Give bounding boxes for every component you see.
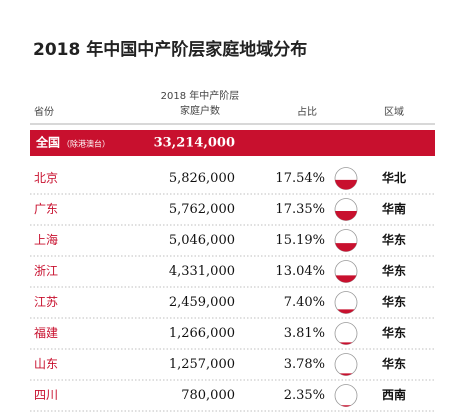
share: 17.35%	[275, 202, 325, 217]
total-band	[30, 130, 435, 156]
region: 华东	[382, 232, 406, 247]
province: 北京	[34, 171, 58, 185]
region: 华北	[382, 170, 406, 185]
households: 4,331,000	[169, 264, 235, 279]
households: 5,046,000	[169, 233, 235, 248]
province: 福建	[34, 325, 58, 340]
share-fill	[335, 243, 357, 252]
households: 1,266,000	[169, 326, 235, 341]
total-name: 全国	[35, 135, 60, 150]
share-fill	[335, 210, 357, 221]
share-circle	[334, 322, 358, 345]
share-fill	[337, 309, 355, 314]
province: 山东	[34, 357, 58, 371]
households: 780,000	[181, 388, 235, 403]
province: 江苏	[34, 295, 58, 309]
region: 西南	[382, 387, 406, 402]
total-households: 33,214,000	[154, 136, 235, 151]
region: 华东	[382, 263, 406, 278]
share-fill	[335, 275, 357, 283]
share-fill	[339, 373, 353, 376]
total-note: （除港澳台）	[62, 139, 110, 149]
region: 华东	[382, 356, 406, 371]
header-households: 2018 年中产阶层	[161, 89, 240, 102]
households: 5,762,000	[169, 202, 235, 217]
share: 15.19%	[275, 233, 325, 248]
header-province: 省份	[34, 105, 54, 118]
province: 上海	[34, 232, 58, 247]
header-share: 占比	[297, 105, 317, 118]
region: 华东	[382, 294, 406, 309]
share-circle	[334, 353, 358, 376]
share-circle	[334, 291, 358, 314]
share: 13.04%	[275, 264, 325, 279]
title: 2018 年中国中产阶层家庭地域分布	[33, 39, 307, 60]
share-fill	[340, 405, 352, 407]
province: 广东	[34, 202, 58, 216]
share: 7.40%	[284, 295, 325, 310]
share: 3.78%	[284, 357, 325, 372]
households: 1,257,000	[169, 357, 235, 372]
region: 华南	[382, 201, 406, 216]
share-circle	[334, 384, 358, 407]
header-region: 区域	[384, 105, 404, 118]
households: 5,826,000	[169, 171, 235, 186]
share: 2.35%	[284, 388, 325, 403]
region: 华东	[382, 325, 406, 340]
header-households: 家庭户数	[180, 104, 220, 117]
share-fill	[335, 179, 357, 190]
province: 四川	[34, 388, 58, 402]
province: 浙江	[34, 264, 58, 278]
share-fill	[339, 342, 353, 345]
households: 2,459,000	[169, 295, 235, 310]
share: 3.81%	[284, 326, 325, 341]
share: 17.54%	[275, 171, 325, 186]
